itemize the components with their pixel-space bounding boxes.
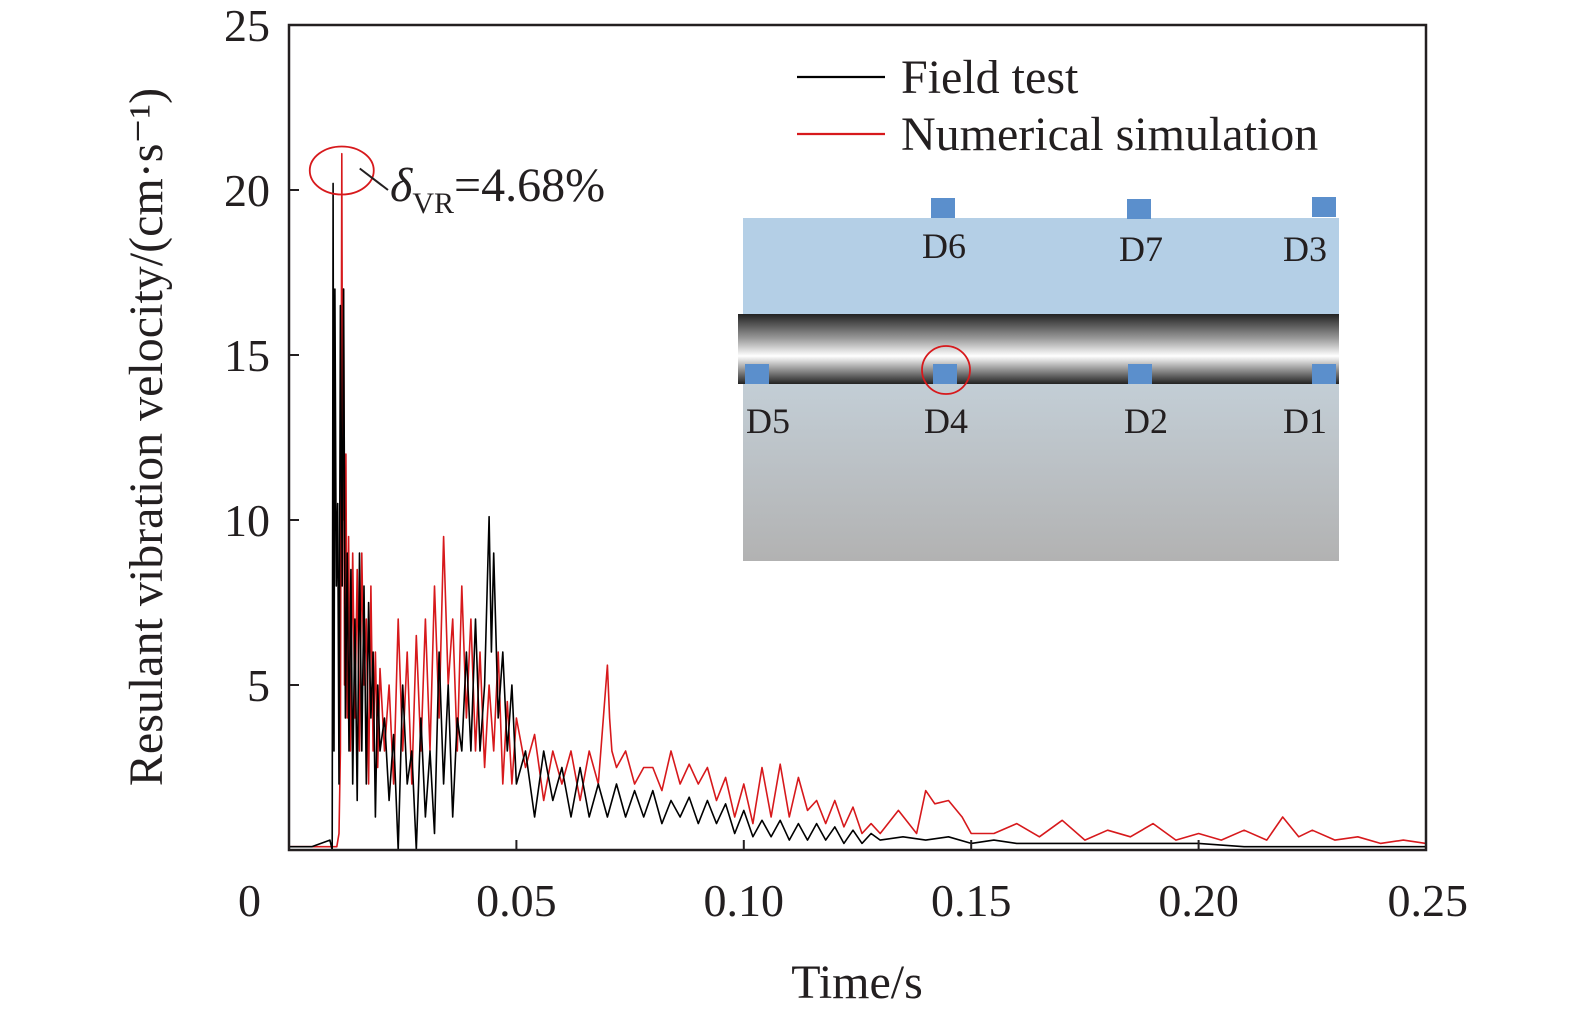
y-tick-label: 10 (224, 495, 270, 546)
y-tick-label: 25 (224, 0, 270, 51)
sensor-D3 (1312, 197, 1336, 217)
sensor-D1 (1312, 364, 1336, 384)
sensor-D7 (1127, 199, 1151, 219)
plot-frame (287, 23, 1428, 852)
y-axis-title: Resulant vibration velocity/(cm·s⁻¹) (120, 88, 173, 786)
legend-label-numerical-simulation: Numerical simulation (901, 108, 1318, 161)
inset-tunnel (738, 314, 1339, 384)
x-tick-label: 0.05 (476, 875, 557, 926)
inset-label-D5: D5 (746, 401, 790, 441)
peak-annotation: δVR=4.68% (308, 145, 605, 220)
inset-label-D1: D1 (1283, 401, 1327, 441)
sensor-D2 (1128, 364, 1152, 384)
sensor-D5 (745, 364, 769, 384)
x-tick-label: 0.20 (1158, 875, 1239, 926)
annotation-value: =4.68% (454, 159, 605, 212)
annotation-leader-line (359, 167, 389, 191)
legend: Field test Numerical simulation (797, 51, 1318, 161)
peak-highlight-ellipse (308, 145, 375, 196)
x-tick-label: 0 (238, 875, 261, 926)
legend-label-field-test: Field test (901, 51, 1079, 104)
inset-lower-layer (743, 383, 1339, 561)
annotation-symbol: δ (390, 159, 413, 212)
inset-label-D7: D7 (1119, 229, 1163, 269)
x-tick-label: 0.15 (931, 875, 1012, 926)
x-axis-title: Time/s (791, 956, 923, 1009)
annotation-subscript: VR (412, 187, 454, 220)
ticks-layer: 0 0.05 0.10 0.15 0.20 0.25 5 10 15 20 25 (224, 0, 1468, 926)
y-tick-label: 20 (224, 165, 270, 216)
sensor-D6 (931, 198, 955, 218)
inset-diagram: D6 D7 D3 D5 D4 D2 D1 (738, 197, 1339, 561)
x-tick-label: 0.25 (1388, 875, 1469, 926)
y-tick-label: 15 (224, 330, 270, 381)
series-layer (290, 152, 1426, 850)
series-line-field-test (290, 182, 1426, 850)
y-tick-label: 5 (247, 660, 270, 711)
sensor-D4-highlight (921, 345, 971, 395)
annotation-text: δVR=4.68% (390, 159, 605, 220)
inset-label-D6: D6 (922, 226, 966, 266)
inset-label-D2: D2 (1124, 401, 1168, 441)
inset-label-D4: D4 (924, 401, 968, 441)
sensor-D4 (933, 364, 957, 384)
inset-label-D3: D3 (1283, 229, 1327, 269)
inset-upper-layer (743, 218, 1339, 318)
x-tick-label: 0.10 (704, 875, 785, 926)
